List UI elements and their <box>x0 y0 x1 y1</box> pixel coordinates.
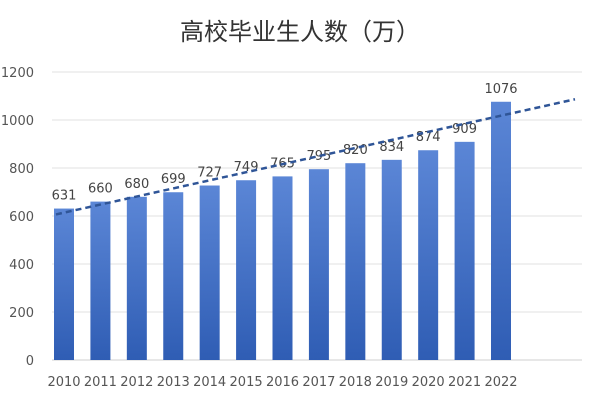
chart-title: 高校毕业生人数（万） <box>180 18 420 46</box>
x-tick-layer: 2010 2011 2012 2013 2014 2015 2016 2017 2018 2019… <box>47 375 517 390</box>
data-label: 699 <box>161 172 186 187</box>
trend-layer <box>55 98 576 216</box>
y-tick-label: 400 <box>9 258 34 273</box>
y-tick-label: 800 <box>9 162 34 177</box>
bar <box>381 159 402 360</box>
x-tick-label: 2022 <box>484 375 517 390</box>
x-tick-label: 2014 <box>193 375 226 390</box>
data-label: 909 <box>452 122 477 137</box>
bar <box>418 150 439 360</box>
y-tick-label: 200 <box>9 306 34 321</box>
x-tick-label: 2020 <box>412 375 445 390</box>
bar <box>308 169 329 360</box>
x-tick-label: 2011 <box>84 375 117 390</box>
x-tick-label: 2016 <box>266 375 299 390</box>
x-tick-label: 2015 <box>230 375 263 390</box>
data-label: 631 <box>52 189 77 204</box>
data-label: 834 <box>379 140 404 155</box>
x-tick-label: 2019 <box>375 375 408 390</box>
bar <box>126 196 147 360</box>
x-tick-label: 2010 <box>47 375 80 390</box>
x-tick-label: 2017 <box>302 375 335 390</box>
trend-line <box>55 98 576 216</box>
x-tick-label: 2018 <box>339 375 372 390</box>
bar <box>345 163 366 360</box>
bar-layer <box>54 101 511 360</box>
y-tick-label: 600 <box>9 210 34 225</box>
data-label: 727 <box>197 166 222 181</box>
bar <box>163 192 184 360</box>
x-tick-label: 2013 <box>157 375 190 390</box>
y-tick-layer: 0 200 400 600 800 1000 1200 <box>1 66 34 369</box>
y-tick-label: 1000 <box>1 114 34 129</box>
x-tick-label: 2012 <box>120 375 153 390</box>
x-tick-label: 2021 <box>448 375 481 390</box>
bar <box>236 180 257 360</box>
bar <box>272 176 293 360</box>
data-label: 1076 <box>484 82 517 97</box>
bar <box>199 185 220 360</box>
y-tick-label: 0 <box>26 354 34 369</box>
data-label: 660 <box>88 182 113 197</box>
bar <box>90 201 111 360</box>
bar <box>454 141 475 360</box>
bar <box>54 208 74 360</box>
data-label: 680 <box>124 177 149 192</box>
data-label: 795 <box>307 149 332 164</box>
bar <box>491 101 511 360</box>
y-tick-label: 1200 <box>1 66 34 81</box>
